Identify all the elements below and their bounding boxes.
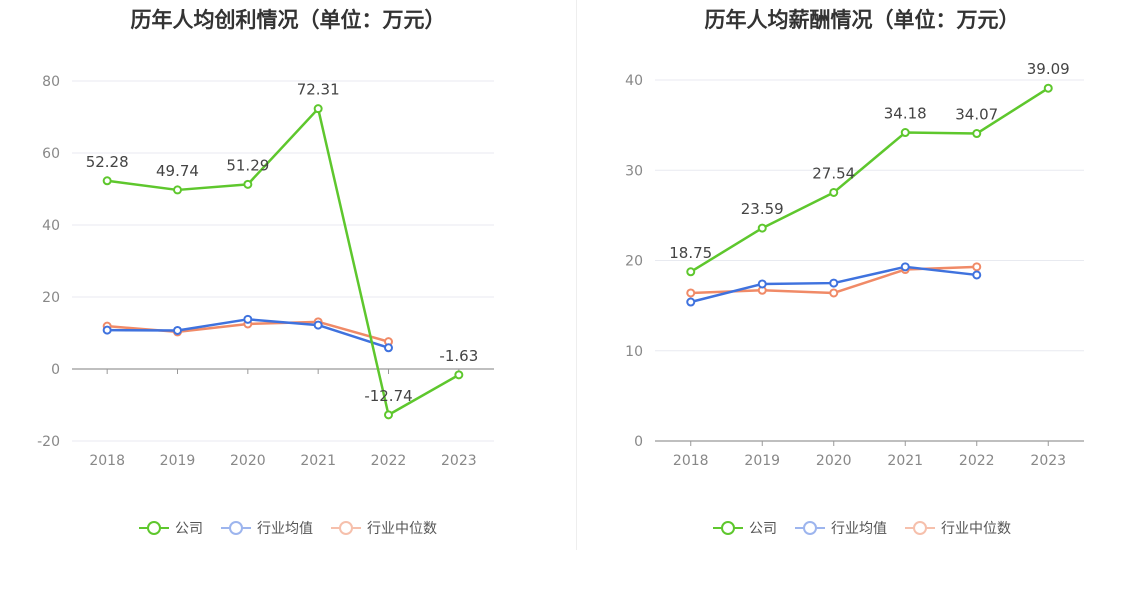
data-label: 34.07: [955, 106, 998, 124]
panel-divider: [576, 0, 577, 550]
y-tick-label: 0: [634, 434, 643, 450]
y-tick-label: 60: [42, 146, 60, 162]
data-point-avg[interactable]: [686, 297, 696, 307]
x-tick-label: 2020: [816, 453, 852, 469]
legend-company-icon: [713, 520, 743, 536]
data-point-company[interactable]: [173, 185, 182, 195]
y-tick-label: 40: [42, 218, 60, 234]
data-point-avg[interactable]: [102, 325, 112, 335]
data-point-company[interactable]: [972, 129, 982, 139]
data-point-avg[interactable]: [829, 278, 839, 288]
x-tick-label: 2019: [160, 453, 196, 469]
legend-median-icon: [905, 520, 935, 536]
data-label: 23.59: [741, 200, 784, 218]
salary-chart-panel: 历年人均薪酬情况（单位：万元） 40 30 20 10 0 2018 2019 2020 202…: [576, 0, 1148, 589]
y-tick-label: 0: [51, 362, 60, 378]
x-tick-label: 2018: [89, 453, 125, 469]
profit-chart-panel: 历年人均创利情况（单位：万元） 80 60 40 20 0 -20 2018 2019 2020…: [0, 8, 576, 538]
data-point-company[interactable]: [384, 410, 393, 420]
data-point-company[interactable]: [757, 223, 767, 233]
x-tick-label: 2018: [673, 453, 709, 469]
legend-item-avg[interactable]: 行业均值: [795, 518, 887, 538]
legend-item-median[interactable]: 行业中位数: [331, 518, 437, 538]
data-point-company[interactable]: [829, 187, 839, 197]
legend-avg-icon: [795, 520, 825, 536]
legend-item-company[interactable]: 公司: [713, 518, 777, 538]
x-tick-label: 2023: [441, 453, 477, 469]
profit-chart: 80 60 40 20 0 -20 2018 2019 2020 2021 2022 2023 52.2…: [37, 74, 494, 469]
data-label: -1.63: [439, 347, 478, 365]
data-label: 27.54: [812, 164, 855, 182]
y-tick-label: 10: [625, 344, 643, 360]
legend-avg-icon: [221, 520, 251, 536]
profit-chart-title: 历年人均创利情况（单位：万元）: [130, 8, 446, 32]
legend-avg-label: 行业均值: [257, 521, 313, 537]
profit-chart-legend: 公司 行业均值 行业中位数: [0, 518, 576, 538]
legend-company-icon: [139, 520, 169, 536]
legend-median-label: 行业中位数: [941, 521, 1011, 537]
data-label: 72.31: [297, 81, 340, 99]
data-label: 34.18: [884, 105, 927, 123]
data-label: 51.29: [226, 156, 269, 174]
data-point-company[interactable]: [313, 104, 323, 114]
x-tick-label: 2022: [371, 453, 407, 469]
data-point-company[interactable]: [900, 128, 910, 138]
legend-company-label: 公司: [749, 521, 777, 537]
y-tick-label: 40: [625, 73, 643, 89]
data-point-company[interactable]: [686, 267, 696, 277]
data-point-avg[interactable]: [243, 314, 253, 324]
x-tick-label: 2019: [744, 453, 780, 469]
x-tick-label: 2023: [1030, 453, 1066, 469]
data-point-avg[interactable]: [757, 279, 767, 289]
y-tick-label: 20: [625, 254, 643, 270]
legend-item-median[interactable]: 行业中位数: [905, 518, 1011, 538]
legend-company-label: 公司: [175, 521, 203, 537]
data-point-median[interactable]: [686, 288, 696, 298]
x-tick-label: 2022: [959, 453, 995, 469]
x-tick-label: 2021: [887, 453, 923, 469]
legend-median-icon: [331, 520, 361, 536]
y-tick-label: 30: [625, 163, 643, 179]
x-tick-label: 2020: [230, 453, 266, 469]
data-point-company[interactable]: [243, 179, 253, 189]
data-label: 18.75: [669, 244, 712, 262]
data-point-company[interactable]: [454, 370, 464, 380]
series-line-company: [107, 107, 460, 417]
data-point-avg[interactable]: [313, 320, 323, 330]
legend-avg-label: 行业均值: [831, 521, 887, 537]
series-line-company: [690, 87, 1049, 273]
data-label: 49.74: [156, 162, 199, 180]
data-point-median[interactable]: [829, 288, 839, 298]
salary-chart: 40 30 20 10 0 2018 2019 2020 2021 2022 2023 18.75 23…: [625, 60, 1084, 469]
data-point-avg[interactable]: [972, 270, 982, 280]
data-label: -12.74: [364, 387, 412, 405]
data-point-avg[interactable]: [384, 343, 393, 353]
legend-median-label: 行业中位数: [367, 521, 437, 537]
data-label: 52.28: [86, 153, 129, 171]
data-point-company[interactable]: [1043, 83, 1053, 93]
y-tick-label: 20: [42, 290, 60, 306]
legend-item-company[interactable]: 公司: [139, 518, 203, 538]
data-point-avg[interactable]: [900, 262, 910, 272]
data-point-median[interactable]: [972, 262, 982, 272]
salary-chart-legend: 公司 行业均值 行业中位数: [576, 518, 1148, 538]
data-point-company[interactable]: [102, 176, 112, 186]
data-point-avg[interactable]: [173, 325, 182, 335]
salary-chart-title: 历年人均薪酬情况（单位：万元）: [704, 8, 1020, 32]
legend-item-avg[interactable]: 行业均值: [221, 518, 313, 538]
x-tick-label: 2021: [300, 453, 336, 469]
y-tick-label: 80: [42, 74, 60, 90]
data-label: 39.09: [1027, 60, 1070, 78]
y-tick-label: -20: [37, 434, 60, 450]
